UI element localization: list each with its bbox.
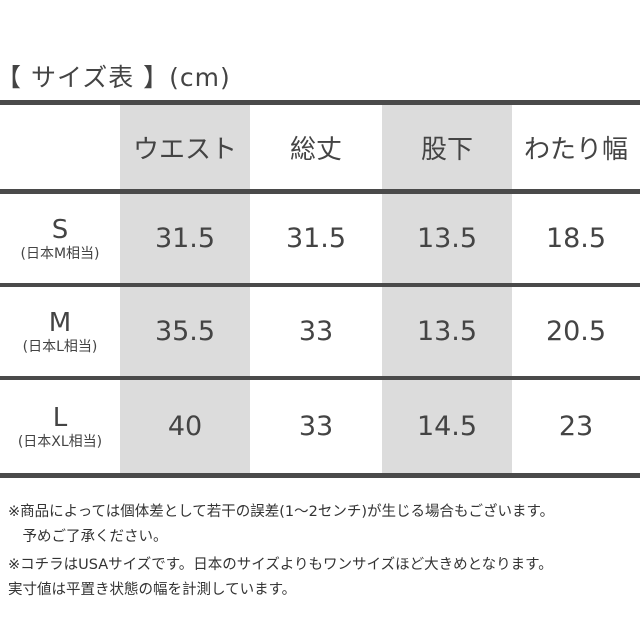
table-cell: 40 [167,411,203,442]
header-length: 総丈 [289,134,342,165]
size-name: L [52,402,68,433]
waist-column-shade [120,105,250,473]
size-label-l: L (日本XL相当) [0,380,120,473]
table-cell: 23 [558,411,594,442]
table-cell: 31.5 [154,223,216,254]
size-table-title: 【 サイズ表 】(cm) [0,63,231,92]
table-cell: 33 [298,411,334,442]
note-tolerance-cont: 予めご了承ください。 [8,529,168,545]
note-usa-size: ※コチラはUSAサイズです。日本のサイズよりもワンサイズほど大きめとなります。 [8,557,553,573]
table-cell: 13.5 [416,223,478,254]
table-cell: 33 [298,316,334,347]
size-label-s: S (日本M相当) [0,194,120,283]
note-measurement: 実寸値は平置き状態の幅を計測しています。 [8,582,297,598]
header-inseam: 股下 [420,134,473,165]
table-bottom-rule [0,473,640,478]
size-jp-equivalent: (日本XL相当) [17,433,103,450]
notes: ※商品によっては個体差として若干の誤差(1〜2センチ)が生じる場合もございます。… [8,500,554,603]
row-divider [0,283,640,287]
size-jp-equivalent: (日本L相当) [22,338,98,355]
table-cell: 35.5 [154,316,216,347]
table-cell: 18.5 [545,223,607,254]
table-cell: 20.5 [545,316,607,347]
table-top-rule [0,100,640,105]
row-divider [0,376,640,380]
size-jp-equivalent: (日本M相当) [20,245,100,262]
table-cell: 31.5 [285,223,347,254]
table-cell: 14.5 [416,411,478,442]
header-bottom-rule [0,189,640,194]
note-tolerance: ※商品によっては個体差として若干の誤差(1〜2センチ)が生じる場合もございます。 [8,504,555,520]
size-name: S [51,214,69,245]
size-label-m: M (日本L相当) [0,287,120,376]
header-thigh: わたり幅 [523,134,628,165]
table-cell: 13.5 [416,316,478,347]
header-waist: ウエスト [132,134,237,165]
inseam-column-shade [382,105,512,473]
size-name: M [48,307,72,338]
